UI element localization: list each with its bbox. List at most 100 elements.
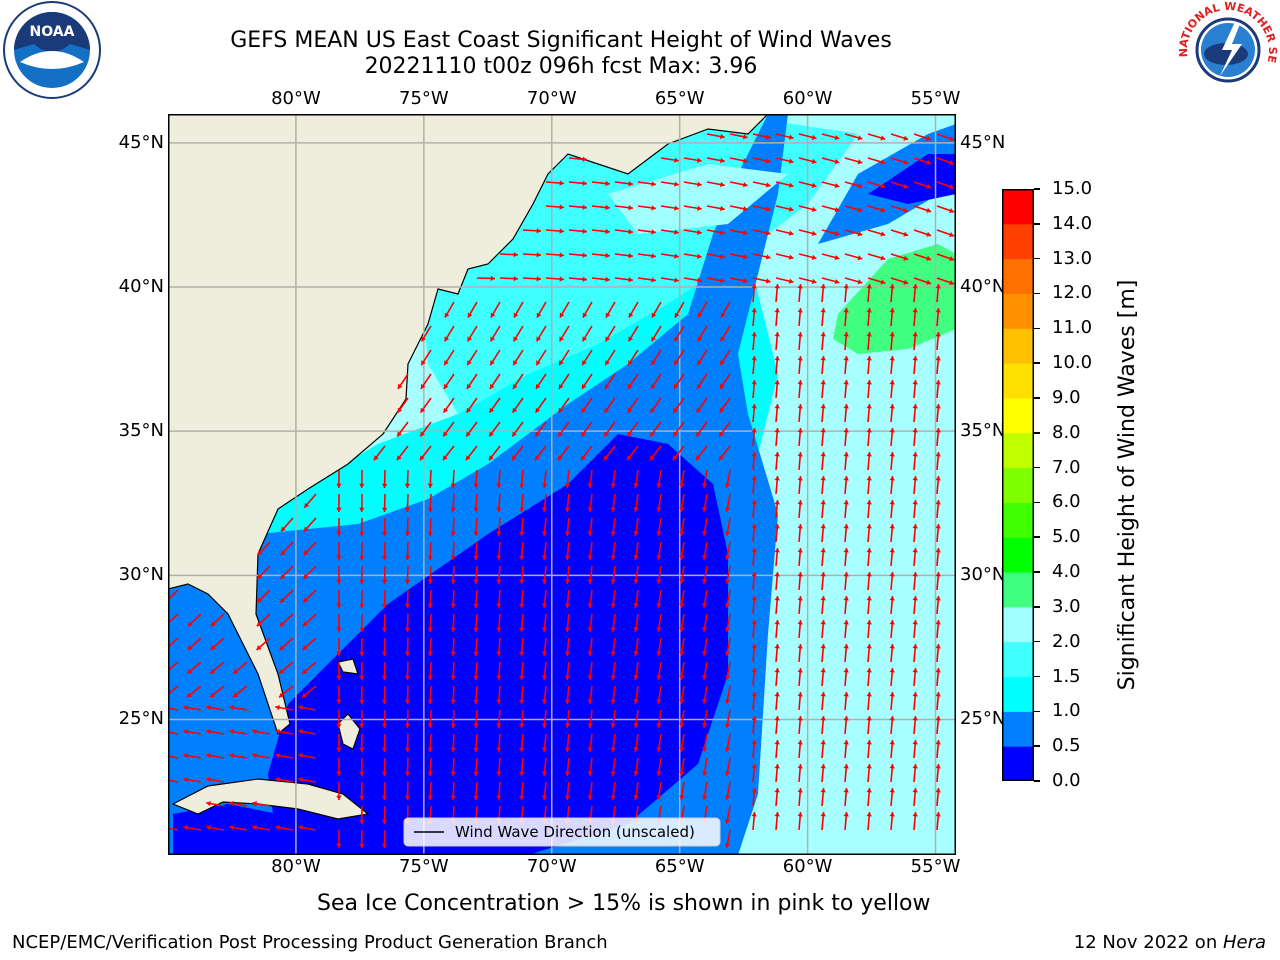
wave-direction-arrow bbox=[706, 157, 725, 164]
wave-direction-arrow bbox=[889, 763, 895, 783]
wave-direction-arrow bbox=[633, 541, 639, 560]
wave-direction-arrow bbox=[519, 757, 525, 777]
wave-direction-arrow bbox=[729, 181, 748, 188]
colorbar-tick-label: 0.5 bbox=[1052, 735, 1081, 757]
wave-direction-arrow bbox=[866, 355, 872, 375]
wave-direction-arrow bbox=[702, 565, 708, 584]
wave-direction-arrow bbox=[496, 589, 502, 609]
wave-direction-arrow bbox=[541, 685, 548, 704]
wave-direction-arrow bbox=[660, 277, 679, 283]
wave-direction-arrow bbox=[844, 157, 863, 165]
arrow-legend: Wind Wave Direction (unscaled) bbox=[403, 817, 721, 847]
wave-direction-arrow bbox=[774, 595, 780, 615]
wave-direction-arrow bbox=[843, 739, 849, 759]
wave-direction-arrow bbox=[404, 469, 411, 489]
wave-direction-arrow bbox=[775, 181, 794, 188]
wave-direction-arrow bbox=[889, 499, 895, 519]
wave-direction-arrow bbox=[821, 229, 840, 237]
wave-direction-arrow bbox=[210, 637, 225, 651]
wave-direction-arrow bbox=[303, 541, 317, 556]
wave-direction-arrow bbox=[557, 445, 570, 461]
wave-direction-arrow bbox=[889, 619, 895, 639]
wave-direction-arrow bbox=[752, 277, 771, 284]
colorbar-segment bbox=[1002, 189, 1034, 225]
wave-direction-arrow bbox=[679, 757, 685, 776]
wave-direction-arrow bbox=[866, 691, 872, 711]
wave-direction-arrow bbox=[633, 517, 639, 536]
wave-direction-arrow bbox=[673, 325, 685, 342]
wave-direction-arrow bbox=[450, 757, 456, 777]
wave-direction-arrow bbox=[419, 397, 432, 414]
wave-direction-arrow bbox=[381, 517, 388, 537]
wave-direction-arrow bbox=[889, 403, 895, 423]
wave-direction-arrow bbox=[797, 283, 803, 303]
wave-direction-arrow bbox=[519, 589, 525, 609]
wave-direction-arrow bbox=[679, 565, 685, 584]
wave-direction-arrow bbox=[797, 475, 803, 495]
wave-direction-arrow bbox=[751, 619, 757, 639]
wave-direction-arrow bbox=[381, 661, 388, 681]
wave-direction-arrow bbox=[535, 325, 547, 342]
colorbar-segment bbox=[1002, 223, 1034, 260]
wave-direction-arrow bbox=[232, 661, 248, 675]
wave-direction-arrow bbox=[797, 547, 803, 567]
wave-direction-arrow bbox=[821, 157, 840, 165]
wave-direction-arrow bbox=[935, 547, 941, 567]
wave-direction-arrow bbox=[419, 445, 432, 461]
axis-tick-label: 35°N bbox=[118, 420, 164, 442]
wave-direction-arrow bbox=[843, 691, 849, 711]
wave-direction-arrow bbox=[751, 307, 757, 327]
wave-direction-arrow bbox=[496, 781, 502, 801]
wave-direction-arrow bbox=[541, 565, 548, 584]
wave-direction-arrow bbox=[633, 709, 639, 728]
wave-direction-arrow bbox=[633, 685, 639, 704]
colorbar-tick-label: 3.0 bbox=[1052, 595, 1081, 617]
wave-direction-arrow bbox=[568, 228, 587, 234]
wave-direction-arrow bbox=[774, 307, 780, 327]
wave-direction-arrow bbox=[541, 637, 548, 656]
wave-direction-arrow bbox=[798, 133, 817, 140]
wave-direction-arrow bbox=[519, 613, 525, 633]
wave-direction-arrow bbox=[206, 776, 225, 783]
wave-direction-arrow bbox=[610, 685, 616, 704]
wave-direction-arrow bbox=[752, 133, 771, 140]
wave-direction-arrow bbox=[866, 403, 872, 423]
wave-direction-arrow bbox=[912, 475, 918, 495]
wave-direction-arrow bbox=[889, 643, 895, 663]
wave-direction-arrow bbox=[252, 728, 271, 735]
colorbar-tick-mark bbox=[1034, 606, 1040, 608]
wave-direction-arrow bbox=[866, 715, 872, 735]
wave-direction-arrow bbox=[706, 205, 725, 212]
wave-direction-arrow bbox=[496, 541, 502, 561]
wave-direction-arrow bbox=[683, 253, 702, 259]
wave-direction-arrow bbox=[591, 204, 610, 211]
wave-direction-arrow bbox=[564, 469, 571, 488]
wave-direction-arrow bbox=[587, 565, 594, 584]
wave-direction-arrow bbox=[476, 275, 496, 282]
axis-tick-label: 45°N bbox=[960, 131, 1006, 153]
wave-direction-arrow bbox=[541, 661, 548, 680]
wave-direction-arrow bbox=[913, 205, 932, 213]
colorbar-tick-label: 1.5 bbox=[1052, 665, 1081, 687]
wave-direction-arrow bbox=[381, 469, 388, 489]
wave-direction-arrow bbox=[581, 349, 593, 366]
wave-direction-arrow bbox=[359, 757, 365, 777]
wave-direction-arrow bbox=[729, 205, 748, 212]
wave-direction-arrow bbox=[427, 565, 434, 585]
wave-direction-arrow bbox=[229, 800, 248, 807]
wave-direction-arrow bbox=[843, 787, 849, 807]
wave-direction-arrow bbox=[545, 204, 565, 210]
wave-direction-arrow bbox=[427, 613, 434, 633]
wave-direction-arrow bbox=[797, 691, 803, 711]
wave-direction-arrow bbox=[404, 637, 411, 657]
wave-direction-arrow bbox=[298, 728, 317, 735]
wave-direction-arrow bbox=[798, 205, 817, 212]
wave-direction-arrow bbox=[359, 541, 365, 561]
colorbar-tick-label: 10.0 bbox=[1052, 352, 1093, 374]
wave-direction-arrow bbox=[656, 613, 662, 632]
wave-direction-arrow bbox=[303, 493, 317, 509]
axis-tick-label: 60°W bbox=[782, 88, 833, 109]
wave-direction-arrow bbox=[610, 565, 616, 584]
wave-direction-arrow bbox=[568, 156, 587, 162]
wave-direction-arrow bbox=[751, 283, 757, 303]
